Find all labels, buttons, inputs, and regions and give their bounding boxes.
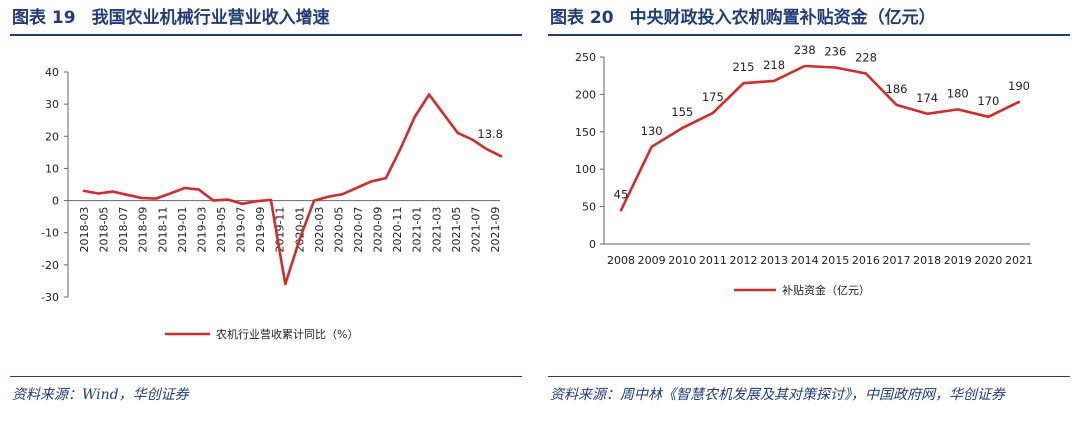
x-tick-label: 2019-07 [235,207,248,253]
end-value-label: 13.8 [477,127,503,141]
figure-19-top-rule [10,34,522,36]
revenue-growth-chart: 40 30 20 10 0 -10 -20 -30 2018-03 2018-05 2018-07 2… [41,66,503,341]
x-tick-label: 2008 [607,254,635,267]
x-tick-label: 2018 [913,254,941,267]
figure-20-caption: 中央财政投入农机购置补贴资金（亿元） [629,8,936,28]
y-tick-label: -20 [41,259,59,272]
x-tick-label: 2020 [974,254,1002,267]
y-tick-label: -30 [41,291,59,304]
y-tick-label: 200 [575,88,596,101]
x-tick-label: 2011 [699,254,727,267]
x-tick-label: 2018-09 [137,207,150,253]
data-label: 236 [824,44,846,58]
data-label: 215 [732,60,754,74]
x-tick-label: 2021-09 [489,207,502,253]
x-tick-label: 2021-03 [430,207,443,253]
y-tick-label: -10 [41,227,59,240]
figure-20: 图表 20 中央财政投入农机购置补贴资金（亿元） 250 200 150 100 50 0 2… [548,0,1070,448]
x-tick-label: 2018-11 [156,207,169,253]
series-line [619,64,1021,212]
legend-label: 农机行业营收累计同比（%） [216,327,358,341]
y-tick-label: 50 [582,201,596,214]
y-tick-label: 20 [45,130,59,143]
x-tick-label: 2018-07 [117,207,130,253]
x-tick-label: 2015 [821,254,849,267]
x-tick-label: 2021-01 [411,207,424,253]
figure-19-source: 资料来源：Wind，华创证券 [12,387,189,403]
data-label: 45 [614,187,629,201]
data-label: 175 [702,90,724,104]
y-tick-label: 40 [45,66,59,79]
x-tick-label: 2020-09 [372,207,385,253]
data-label: 228 [855,50,877,64]
x-tick-label: 2021 [1005,254,1033,267]
y-tick-label: 30 [45,98,59,111]
x-tick-label: 2018-03 [78,207,91,253]
figure-19-caption: 我国农业机械行业营业收入增速 [91,8,330,28]
figure-19-title: 图表 19 我国农业机械行业营业收入增速 [12,4,330,32]
y-tick-label: 150 [575,126,596,139]
data-label: 238 [794,43,816,57]
x-tick-label: 2020-03 [313,207,326,253]
data-label: 190 [1008,79,1030,93]
x-tick-label: 2019-09 [254,207,267,253]
x-tick-label: 2017 [883,254,911,267]
y-tick-label: 10 [45,162,59,175]
figure-19: 图表 19 我国农业机械行业营业收入增速 40 30 20 10 0 -10 -20 -30 20… [10,0,522,448]
y-tick-label: 0 [589,238,596,251]
legend-label: 补贴资金（亿元） [782,283,870,297]
y-tick-label: 100 [575,163,596,176]
x-tick-label: 2012 [729,254,757,267]
x-tick-label: 2021-05 [450,207,463,253]
figure-20-number: 图表 20 [550,8,614,28]
y-tick-label: 0 [52,195,59,208]
x-tick-label: 2016 [852,254,880,267]
figure-19-number: 图表 19 [12,8,76,28]
x-tick-label: 2020-01 [293,207,306,253]
figure-19-bottom-rule [10,376,522,377]
x-tick-label: 2013 [760,254,788,267]
y-tick-label: 250 [575,51,596,64]
x-tick-label: 2018-05 [98,207,111,253]
x-tick-label: 2009 [638,254,666,267]
data-label: 130 [641,124,663,138]
data-label: 174 [916,91,938,105]
x-tick-label: 2019-05 [215,207,228,253]
x-tick-label: 2010 [668,254,696,267]
x-tick-label: 2019 [944,254,972,267]
figure-20-title: 图表 20 中央财政投入农机购置补贴资金（亿元） [550,4,936,32]
series-line [82,93,503,286]
x-tick-label: 2021-07 [469,207,482,253]
x-tick-label: 2019-03 [195,207,208,253]
figure-20-source: 资料来源：周中林《智慧农机发展及其对策探讨》，中国政府网，华创证券 [550,387,1005,403]
figure-20-top-rule [548,34,1070,36]
data-label: 180 [947,86,969,100]
data-label: 186 [886,82,908,96]
x-tick-label: 2020-05 [332,207,345,253]
figure-20-bottom-rule [548,376,1070,377]
x-tick-label: 2020-07 [352,207,365,253]
data-label: 218 [763,58,785,72]
x-tick-label: 2020-11 [391,207,404,253]
data-label: 155 [671,105,693,119]
data-label: 170 [977,94,999,108]
x-tick-label: 2014 [791,254,819,267]
x-tick-label: 2019-01 [176,207,189,253]
